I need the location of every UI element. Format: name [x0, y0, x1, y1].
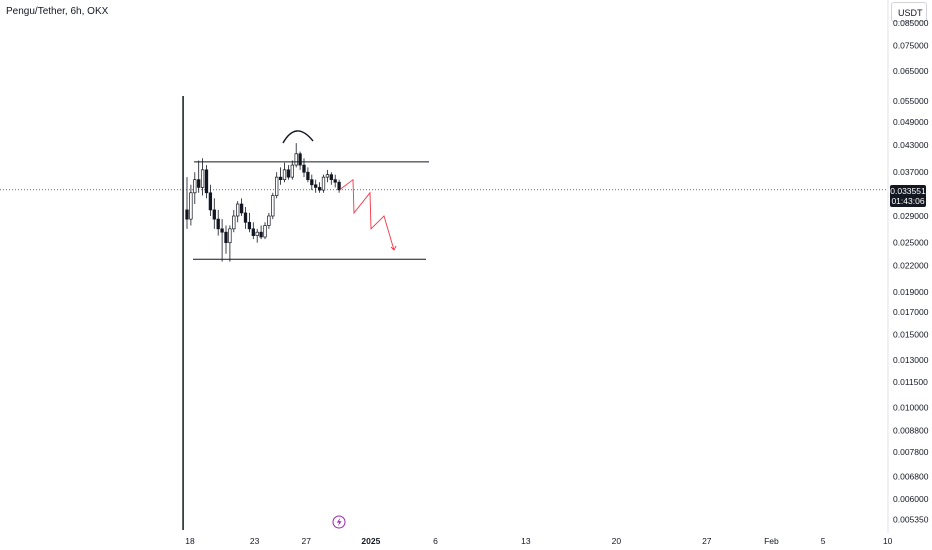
price-tick-label: 0.007800: [893, 447, 929, 457]
price-tick-label: 0.029000: [893, 211, 929, 221]
candle-body: [298, 153, 302, 166]
candle-body: [200, 169, 205, 188]
candle-body: [290, 164, 294, 178]
time-tick-label: 10: [883, 536, 893, 546]
candle-body: [286, 169, 291, 178]
candle-body: [220, 228, 224, 233]
price-tick-label: 0.011500: [893, 377, 928, 387]
price-tick-label: 0.006800: [893, 472, 929, 482]
price-tick-label: 0.043000: [893, 140, 929, 150]
time-tick-label: 23: [250, 536, 260, 546]
candle-body: [216, 218, 220, 230]
candle-body: [247, 221, 252, 230]
chart-title: Pengu/Tether, 6h, OKX: [6, 6, 109, 17]
candle-body: [310, 179, 314, 186]
price-tick-label: 0.049000: [893, 117, 929, 127]
candle-body: [306, 171, 310, 181]
candle-body: [314, 184, 318, 188]
candle-body: [333, 179, 337, 183]
candle-body: [236, 203, 240, 217]
time-tick-label: 6: [433, 536, 438, 546]
candle-body: [267, 215, 271, 226]
price-tick-label: 0.085000: [893, 18, 929, 28]
price-tick-label: 0.008800: [893, 425, 929, 435]
candle-body: [232, 215, 236, 230]
candle-body: [228, 228, 232, 244]
lightning-event-icon[interactable]: [332, 515, 346, 529]
price-tick-label: 0.055000: [893, 96, 929, 106]
candle-body: [239, 203, 244, 214]
time-tick-label: 27: [302, 536, 312, 546]
candle-body: [271, 195, 275, 217]
time-tick-label: 2025: [361, 536, 380, 546]
price-tick-label: 0.013000: [893, 355, 929, 365]
candle-body: [278, 176, 283, 181]
price-tick-label: 0.005350: [893, 515, 929, 525]
time-axis: 18 23 27 2025 6 13 20 27 Feb 5 10: [185, 536, 892, 546]
price-tick-label: 0.017000: [893, 307, 929, 317]
time-tick-label: 18: [185, 536, 195, 546]
candle-body: [251, 228, 255, 236]
candle-body: [294, 153, 298, 166]
candle-body: [337, 181, 341, 191]
price-tick-label: 0.037000: [893, 167, 929, 177]
price-tick-label: 0.006000: [893, 494, 929, 504]
price-axis: 0.085000 0.075000 0.065000 0.055000 0.049000…: [893, 18, 929, 525]
projection-arrow-head: [390, 245, 397, 251]
candles-group: [185, 143, 341, 262]
price-tick-label: 0.015000: [893, 329, 929, 339]
candle-body: [317, 187, 322, 191]
price-tick-label: 0.065000: [893, 66, 929, 76]
price-tick-label: 0.075000: [893, 40, 929, 50]
time-tick-label: 5: [821, 536, 826, 546]
candle-body: [204, 169, 209, 194]
time-tick-label: 27: [702, 536, 712, 546]
candle-body: [224, 231, 228, 244]
projection-path: [339, 178, 395, 251]
candle-body: [185, 209, 189, 220]
candle-body: [197, 179, 201, 188]
candle-body: [275, 176, 279, 196]
candle-body: [212, 209, 216, 220]
candle-body: [255, 231, 259, 236]
candle-body: [302, 164, 306, 173]
candle-body: [208, 192, 213, 211]
time-tick-label: 20: [612, 536, 622, 546]
candle-body: [189, 192, 193, 220]
last-price-value: 0.033551: [890, 186, 926, 196]
candle-body: [325, 174, 330, 178]
candle-body: [329, 174, 333, 181]
candle-body: [321, 176, 326, 191]
time-tick-label: 13: [521, 536, 531, 546]
candle-body: [193, 179, 197, 194]
candle-body: [259, 231, 263, 238]
last-price-badge: 0.033551 01:43:06: [890, 185, 926, 207]
price-tick-label: 0.019000: [893, 287, 929, 297]
price-tick-label: 0.022000: [893, 261, 929, 271]
candle-body: [263, 225, 267, 238]
currency-selector[interactable]: USDT: [891, 2, 927, 22]
time-tick-label: Feb: [764, 536, 779, 546]
candle-body: [282, 169, 287, 181]
top-arc-drawing: [282, 130, 314, 144]
candle-body: [243, 212, 248, 223]
price-tick-label: 0.010000: [893, 402, 929, 412]
countdown-timer: 01:43:06: [891, 196, 925, 206]
price-tick-label: 0.025000: [893, 238, 929, 248]
